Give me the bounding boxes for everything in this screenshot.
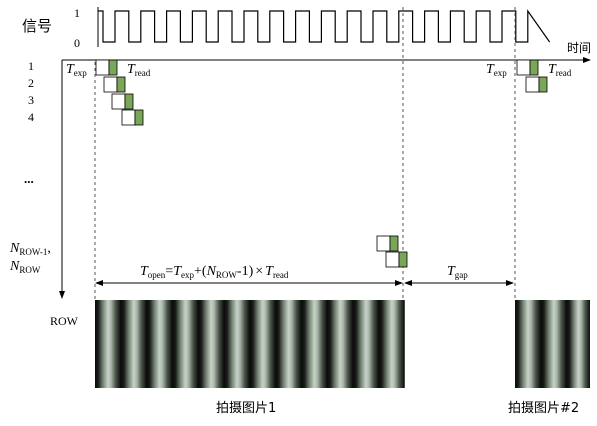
t-open-formula: Topen=Texp+(NROW-1) × Tread [140, 264, 289, 280]
n-row-label: NROW [9, 259, 41, 275]
image1-stripe-1 [120, 300, 147, 388]
row4-block-read [134, 109, 144, 126]
frame2-row1-block-read [529, 59, 539, 76]
image2-stripe-2 [566, 300, 590, 388]
t-gap-label: Tgap [447, 264, 468, 280]
frame2-row1-block-exposure [516, 59, 531, 76]
image1-stripe-4 [198, 300, 224, 388]
image1-stripe-9 [327, 300, 353, 388]
image1-stripe-3 [172, 300, 199, 388]
caption-image-1: 拍摄图片1 [216, 401, 276, 416]
t-exp-label-2: Texp [486, 62, 507, 78]
image1-stripe-11 [378, 300, 405, 388]
time-axis-label: 时间 [567, 41, 591, 55]
t-read-label-2: Tread [548, 62, 572, 78]
row-n-minus-1-block-read [389, 235, 399, 252]
t-read-label-1: Tread [127, 62, 151, 78]
row1-block-read [108, 59, 118, 76]
frame2-row2-block-exposure [525, 76, 540, 93]
image1-stripe-7 [275, 300, 302, 388]
row-index-3: 3 [28, 93, 34, 107]
signal-label: 信号 [22, 17, 52, 35]
image1-stripe-6 [249, 300, 276, 388]
exposure-read-blocks [95, 59, 548, 268]
captured-image-1 [95, 300, 405, 388]
row-ellipsis: ... [24, 171, 34, 186]
t-exp-label-1: Texp [66, 62, 87, 78]
image1-stripe-0 [95, 300, 121, 388]
row-index-2: 2 [28, 76, 34, 90]
signal-level-high: 1 [74, 6, 80, 20]
row2-block-exposure [103, 76, 118, 93]
n-row-minus-1-label: NROW-1, [9, 241, 51, 257]
row-label: ROW [50, 314, 79, 328]
row-n-block-read [398, 251, 408, 268]
row4-block-exposure [121, 109, 136, 126]
image1-stripe-10 [353, 300, 379, 388]
signal-waveform [98, 9, 551, 43]
row-n-minus-1-block-exposure [376, 235, 391, 252]
image2-stripe-1 [540, 300, 567, 388]
row-index-4: 4 [28, 110, 34, 124]
image1-stripe-2 [146, 300, 173, 388]
image1-stripe-5 [224, 300, 250, 388]
row-index-1: 1 [28, 59, 34, 73]
caption-image-2: 拍摄图片#2 [508, 401, 579, 416]
row3-block-read [124, 93, 134, 110]
image1-stripe-8 [301, 300, 328, 388]
row2-block-read [116, 76, 126, 93]
image2-stripe-0 [515, 300, 541, 388]
row-n-block-exposure [385, 251, 400, 268]
row3-block-exposure [111, 93, 126, 110]
row1-block-exposure [95, 59, 110, 76]
captured-image-2 [515, 300, 590, 388]
frame2-row2-block-read [538, 76, 548, 93]
signal-level-low: 0 [74, 36, 80, 50]
